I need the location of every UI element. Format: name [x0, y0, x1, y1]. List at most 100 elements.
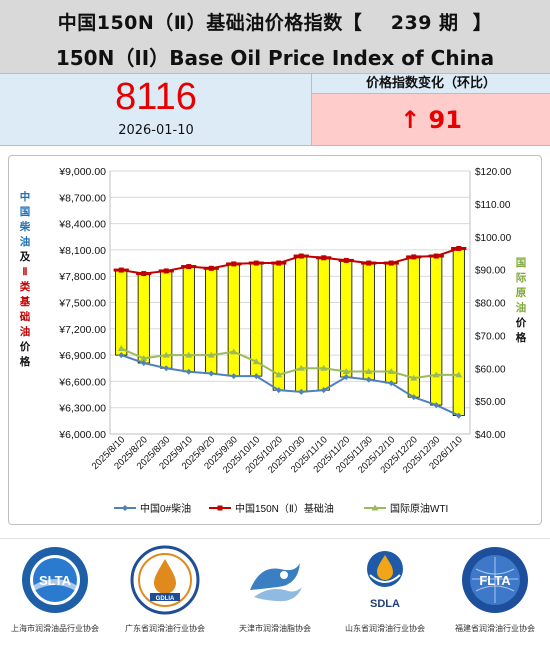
gdlia-logo-icon: GDLIA	[130, 545, 200, 615]
left-axis-label: 油	[20, 235, 31, 248]
series-diesel-point	[118, 352, 125, 359]
right-axis-tick-label: $50.00	[475, 397, 506, 408]
bar-base-oil	[137, 273, 150, 364]
logo-flta: FLTA 福建省润滑油行业协会	[440, 545, 550, 655]
left-axis-tick-label: ¥7,500.00	[58, 298, 106, 310]
bar-base-oil	[452, 248, 465, 416]
tianjin-logo-icon	[250, 563, 302, 602]
logo-caption-slta: 上海市润滑油品行业协会	[11, 624, 99, 633]
series-base-oil-point	[118, 267, 124, 273]
association-logos: SLTA 上海市润滑油品行业协会 GDLIA 广东省润滑油行业协会 天津市润滑油…	[0, 538, 550, 656]
left-axis-label: 格	[20, 355, 31, 368]
right-axis-tick-label: $90.00	[475, 266, 506, 277]
series-diesel-point	[410, 394, 417, 401]
series-base-oil-point	[276, 260, 282, 266]
bar-base-oil	[272, 262, 285, 391]
series-base-oil-point	[208, 265, 214, 271]
slta-logo-text: SLTA	[39, 573, 72, 588]
series-diesel-point	[163, 365, 170, 372]
right-axis-label: 格	[516, 331, 527, 344]
series-wti-point	[432, 371, 440, 378]
right-axis-tick-label: $120.00	[475, 167, 512, 178]
legend-label: 中国150N（Ⅱ）基础油	[235, 502, 334, 515]
series-wti-point	[455, 371, 463, 378]
series-diesel-point	[343, 374, 350, 381]
bar-base-oil	[295, 255, 308, 393]
left-axis-label: 柴	[19, 220, 31, 233]
left-axis-tick-label: ¥8,400.00	[58, 219, 106, 231]
bar-base-oil	[430, 255, 443, 406]
series-base-oil-point	[411, 254, 417, 260]
change-value: ↑ 91	[312, 94, 550, 146]
series-wti-point	[275, 371, 283, 378]
flta-logo-icon: FLTA	[462, 547, 528, 613]
right-axis-tick-label: $110.00	[475, 200, 511, 211]
legend-label: 国际原油WTI	[390, 502, 448, 515]
left-axis-tick-label: ¥6,300.00	[58, 403, 106, 415]
gdlia-logo-text: GDLIA	[156, 596, 175, 602]
series-diesel-point	[433, 402, 440, 409]
right-axis-tick-label: $80.00	[475, 299, 506, 310]
left-axis-label: 国	[20, 206, 31, 218]
price-chart: ¥9,000.00 ¥8,700.00 ¥8,400.00 ¥8,100.00 ¥7,8…	[8, 155, 542, 525]
series-diesel-point	[140, 359, 147, 366]
series-wti-line	[120, 347, 459, 380]
right-axis-label: 价	[516, 317, 527, 329]
series-base-oil-point	[456, 245, 462, 251]
left-axis-label: 价	[20, 341, 31, 353]
series-diesel-point	[185, 368, 192, 375]
series-wti-point	[230, 348, 238, 355]
series-base-oil-point	[366, 260, 372, 266]
left-axis-label: 及	[20, 251, 31, 263]
index-panel: 8116 2026-01-10	[0, 74, 312, 146]
series-diesel-line	[120, 354, 460, 417]
legend-label: 中国0#柴油	[140, 502, 191, 515]
logo-gdlia: GDLIA 广东省润滑油行业协会	[110, 545, 220, 655]
series-wti-point	[410, 374, 418, 381]
left-axis-tick-label: ¥8,700.00	[58, 192, 106, 204]
logo-tianjin: 天津市润滑油脂协会	[220, 545, 330, 655]
series-diesel-point	[230, 373, 237, 380]
right-axis-tick-label: $100.00	[475, 233, 512, 244]
bar-base-oil	[227, 263, 240, 377]
right-axis-tick-label: $60.00	[475, 364, 506, 375]
right-axis-tick-label: $40.00	[475, 430, 506, 441]
bar-base-oil	[362, 262, 375, 381]
legend-swatch-marker	[371, 504, 379, 511]
logo-caption-sdla: 山东省润滑油行业协会	[345, 624, 425, 633]
series-base-oil-point	[321, 255, 327, 261]
series-wti-point	[162, 351, 170, 358]
series-base-oil-point	[231, 261, 237, 267]
series-wti-point	[252, 358, 260, 365]
logo-caption-flta: 福建省润滑油行业协会	[455, 624, 535, 633]
left-axis-tick-label: ¥9,000.00	[58, 166, 106, 178]
logo-caption-gdlia: 广东省润滑油行业协会	[125, 624, 205, 633]
series-diesel-point	[455, 412, 462, 419]
bar-base-oil	[205, 267, 218, 374]
series-base-oil-point	[186, 264, 192, 270]
series-diesel-point	[365, 376, 372, 383]
sdla-logo-text: SDLA	[370, 598, 400, 610]
index-value: 8116	[115, 76, 197, 118]
logo-sdla: SDLA 山东省润滑油行业协会	[330, 545, 440, 655]
series-wti-point	[342, 368, 350, 375]
left-axis-tick-label: ¥6,900.00	[58, 350, 106, 362]
sdla-logo-icon: SDLA	[367, 551, 403, 610]
left-axis-tick-label: ¥7,800.00	[58, 271, 106, 283]
series-base-oil-line	[121, 247, 460, 275]
series-base-oil-point	[388, 260, 394, 266]
series-wti-point	[140, 354, 148, 361]
series-diesel-point	[320, 387, 327, 394]
series-diesel-point	[208, 370, 215, 377]
legend-swatch-marker	[217, 505, 223, 511]
slta-logo-icon: SLTA	[22, 547, 88, 613]
page-title-cn: 中国150N（Ⅱ）基础油价格指数【 239 期 】	[57, 12, 493, 34]
left-axis-tick-label: ¥6,000.00	[58, 429, 106, 441]
series-diesel-point	[388, 380, 395, 387]
left-axis-label: Ⅱ	[22, 266, 27, 278]
series-wti-point	[297, 364, 305, 371]
series-wti-point	[320, 364, 328, 371]
chart-canvas: ¥9,000.00 ¥8,700.00 ¥8,400.00 ¥8,100.00 ¥7,8…	[19, 166, 527, 515]
left-axis-label: 类	[20, 280, 31, 293]
series-base-oil-point	[298, 253, 304, 259]
